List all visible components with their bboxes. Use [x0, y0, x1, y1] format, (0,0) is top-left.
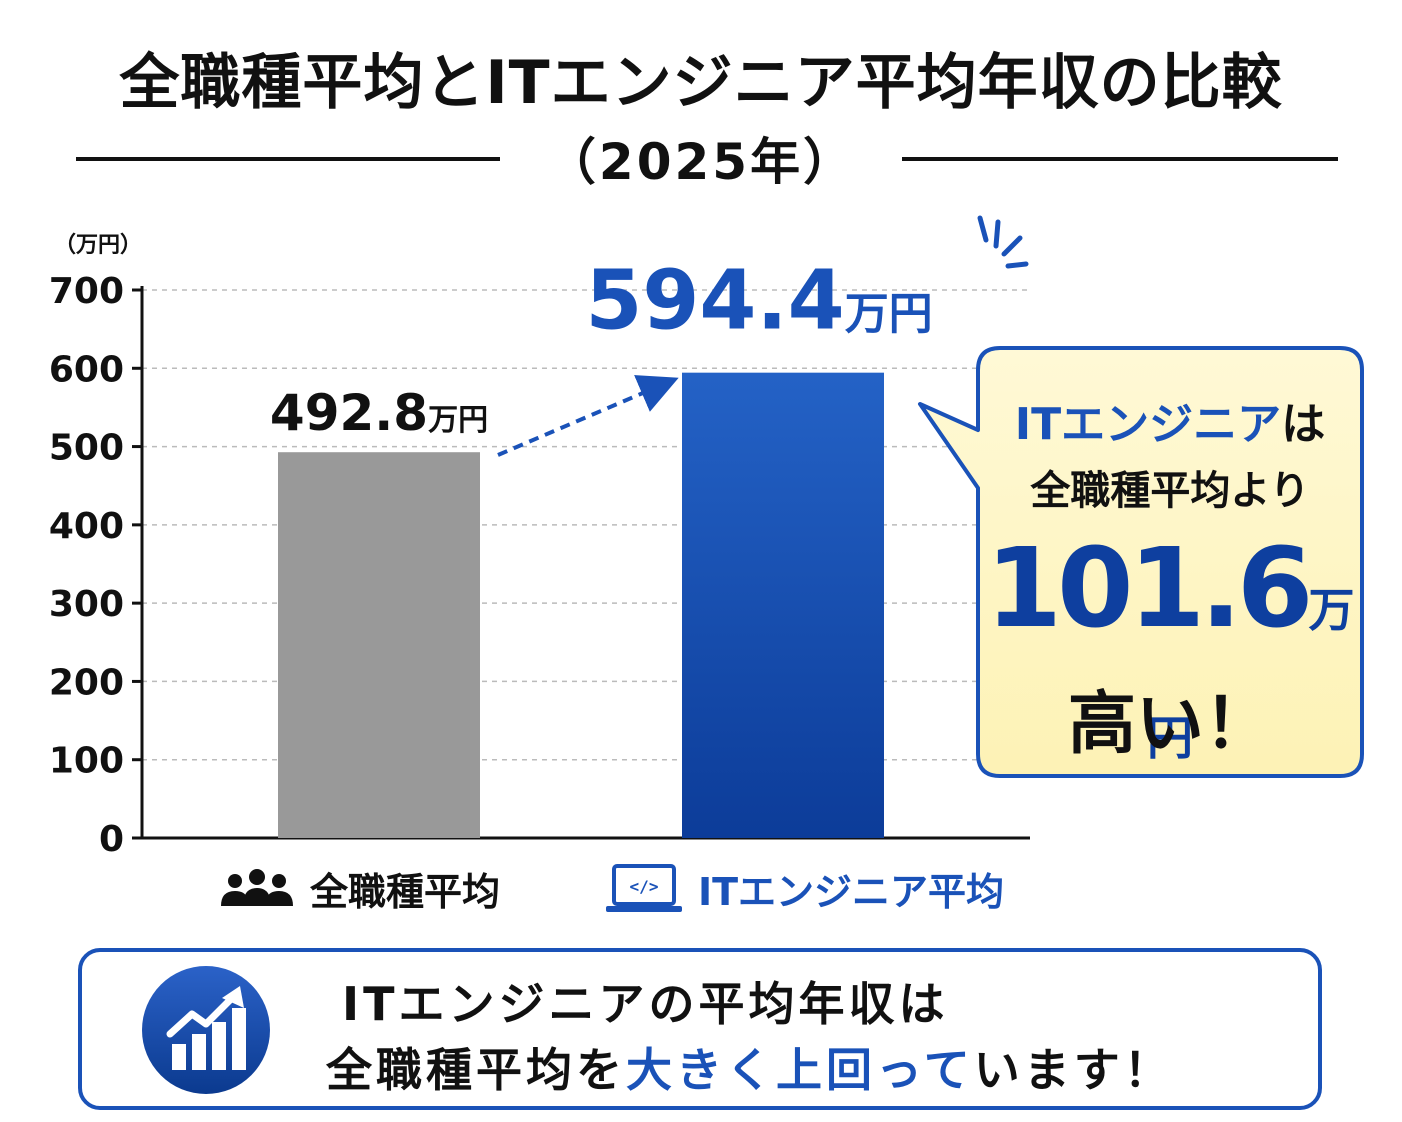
summary-line2: 全職種平均を大きく上回っています！ — [326, 1034, 1174, 1100]
y-tick-label: 400 — [49, 506, 124, 547]
summary-suffix: います！ — [973, 1043, 1174, 1097]
value-label-all-jobs: 492.8万円 — [270, 384, 488, 442]
bar-it-engineer — [682, 372, 884, 838]
summary-line1: ITエンジニアの平均年収は — [342, 977, 949, 1031]
y-tick-label: 700 — [49, 271, 124, 312]
divider-left — [76, 157, 500, 161]
growth-chart-icon — [142, 966, 270, 1094]
y-tick-label: 0 — [99, 819, 124, 860]
difference-value: 101.6 — [985, 524, 1314, 652]
summary-highlight: 大きく上回って — [626, 1043, 974, 1097]
callout-line2: 全職種平均より — [1030, 468, 1310, 514]
summary-prefix: 全職種平均を — [326, 1043, 626, 1097]
year-header: （2025年） — [76, 122, 1338, 192]
callout-difference: 101.6万円 — [978, 524, 1362, 780]
legend-it-engineer: </> ITエンジニア平均 — [604, 860, 1004, 916]
difference-unit: 万円 — [1147, 583, 1355, 765]
y-tick-label: 100 — [49, 741, 124, 782]
y-tick-label: 300 — [49, 584, 124, 625]
bar-all-jobs — [278, 452, 480, 838]
year-label: （2025年） — [545, 133, 857, 191]
y-axis-unit-label: （万円） — [54, 233, 142, 258]
callout-highlight: ITエンジニア — [1014, 399, 1282, 450]
increase-arrow — [497, 375, 679, 457]
laptop-code-icon: </> — [606, 864, 682, 912]
legend-blue-label: ITエンジニア平均 — [698, 869, 1005, 914]
callout-line1-rest: は — [1281, 399, 1326, 450]
legend-gray-label: 全職種平均 — [310, 869, 501, 914]
legend-all-jobs: 全職種平均 — [218, 860, 500, 916]
page-title: 全職種平均とITエンジニア平均年収の比較 — [119, 48, 1283, 118]
y-tick-label: 500 — [49, 428, 124, 469]
y-tick-label: 600 — [49, 349, 124, 390]
summary-box: ITエンジニアの平均年収は 全職種平均を大きく上回っています！ — [78, 948, 1322, 1110]
value-label-it-engineer: 594.4万円 — [585, 254, 932, 349]
svg-text:</>: </> — [630, 877, 659, 896]
callout-line1: ITエンジニアは — [978, 388, 1362, 452]
people-icon — [221, 869, 293, 906]
y-tick-label: 200 — [49, 662, 124, 703]
divider-right — [902, 157, 1338, 161]
emphasis-burst-icon — [977, 215, 1029, 269]
callout-line4: 高い！ — [1067, 685, 1272, 764]
